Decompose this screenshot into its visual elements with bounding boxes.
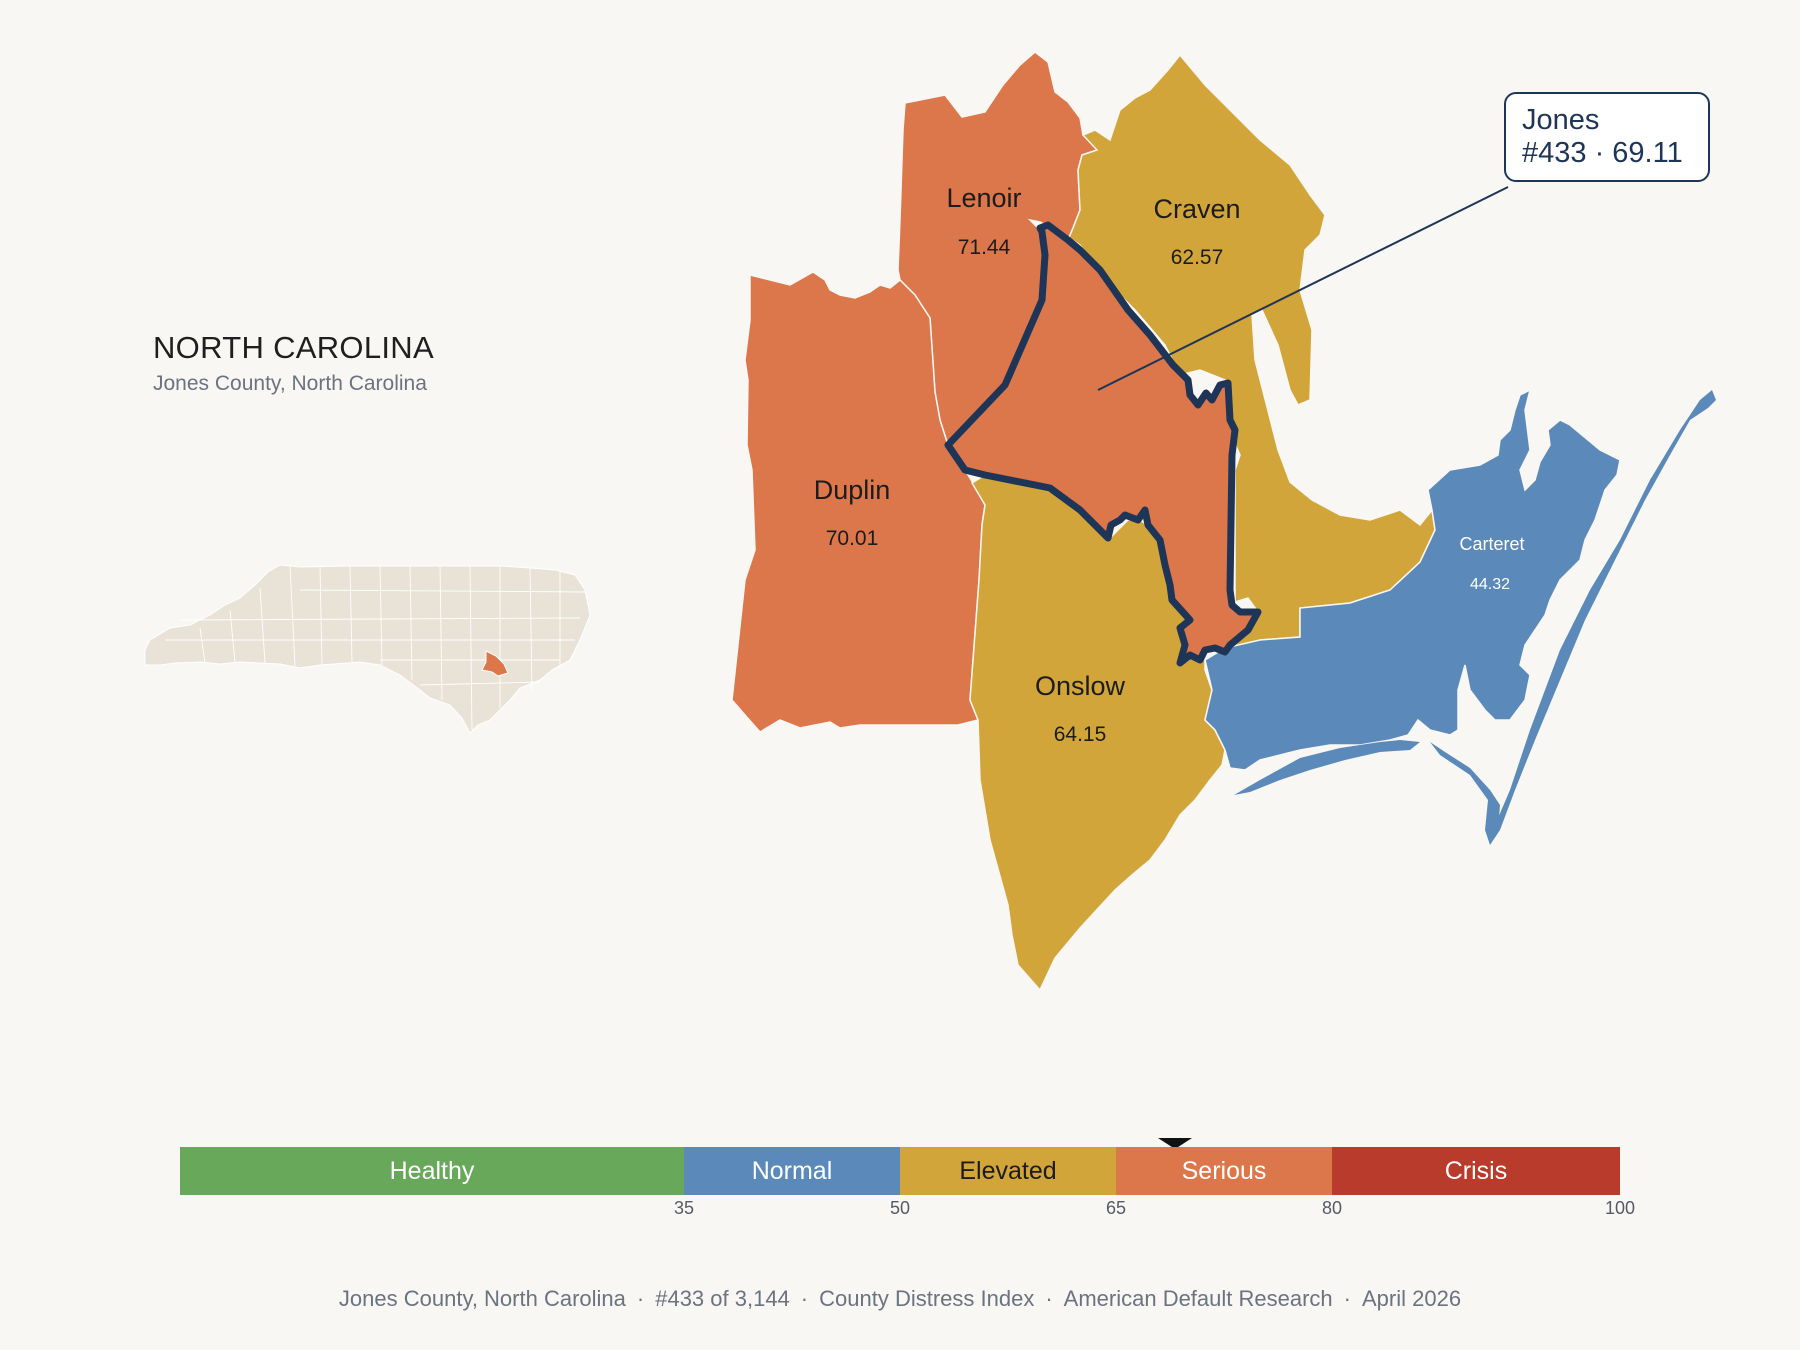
legend-tick-35: 35 <box>673 1198 695 1218</box>
county-label-carteret: Carteret <box>1459 534 1524 554</box>
footer-index: County Distress Index <box>819 1286 1035 1311</box>
legend-segment-healthy: Healthy <box>180 1147 684 1195</box>
callout-county-name: Jones <box>1522 104 1600 136</box>
inset-north-carolina <box>144 564 591 734</box>
state-subtitle: Jones County, North Carolina <box>153 372 427 395</box>
legend-tick-50: 50 <box>889 1198 911 1218</box>
callout-leader-line <box>1097 186 1509 391</box>
inset-county-lines <box>165 565 586 731</box>
footer: Jones County, North Carolina · #433 of 3,1… <box>338 1286 1462 1311</box>
legend-segment-serious: Serious <box>1116 1147 1332 1195</box>
legend-tick-65: 65 <box>1105 1198 1127 1218</box>
callout-rank-score: #433 · 69.11 <box>1522 137 1683 169</box>
county-value-lenoir: 71.44 <box>958 236 1011 259</box>
footer-rank: #433 of 3,144 <box>655 1286 790 1311</box>
legend-tick-100: 100 <box>1604 1198 1636 1218</box>
highlight-callout: Jones #433 · 69.11 <box>1504 92 1710 182</box>
county-value-duplin: 70.01 <box>826 527 879 550</box>
county-carteret[interactable] <box>1204 388 1621 771</box>
county-jones[interactable] <box>944 221 1262 667</box>
footer-county: Jones County, North Carolina <box>338 1286 626 1311</box>
state-title: NORTH CAROLINA <box>153 330 434 365</box>
county-value-craven: 62.57 <box>1171 246 1224 269</box>
inset-jones-highlight <box>481 650 509 677</box>
footer-source: American Default Research <box>1063 1286 1333 1311</box>
county-label-lenoir: Lenoir <box>946 183 1021 213</box>
inset-state-map <box>144 564 591 734</box>
legend-segment-normal: Normal <box>684 1147 900 1195</box>
county-label-duplin: Duplin <box>814 475 891 505</box>
legend-segment-elevated: Elevated <box>900 1147 1116 1195</box>
distress-legend: Healthy Normal Elevated Serious Crisis <box>180 1147 1620 1195</box>
legend-tick-80: 80 <box>1321 1198 1343 1218</box>
county-label-onslow: Onslow <box>1035 671 1126 701</box>
legend-value-marker <box>1158 1138 1193 1149</box>
footer-date: April 2026 <box>1362 1286 1462 1311</box>
legend-segment-crisis: Crisis <box>1332 1147 1620 1195</box>
county-value-onslow: 64.15 <box>1054 723 1107 746</box>
county-value-carteret: 44.32 <box>1470 576 1510 593</box>
county-onslow[interactable] <box>969 474 1226 992</box>
county-label-craven: Craven <box>1153 194 1240 224</box>
